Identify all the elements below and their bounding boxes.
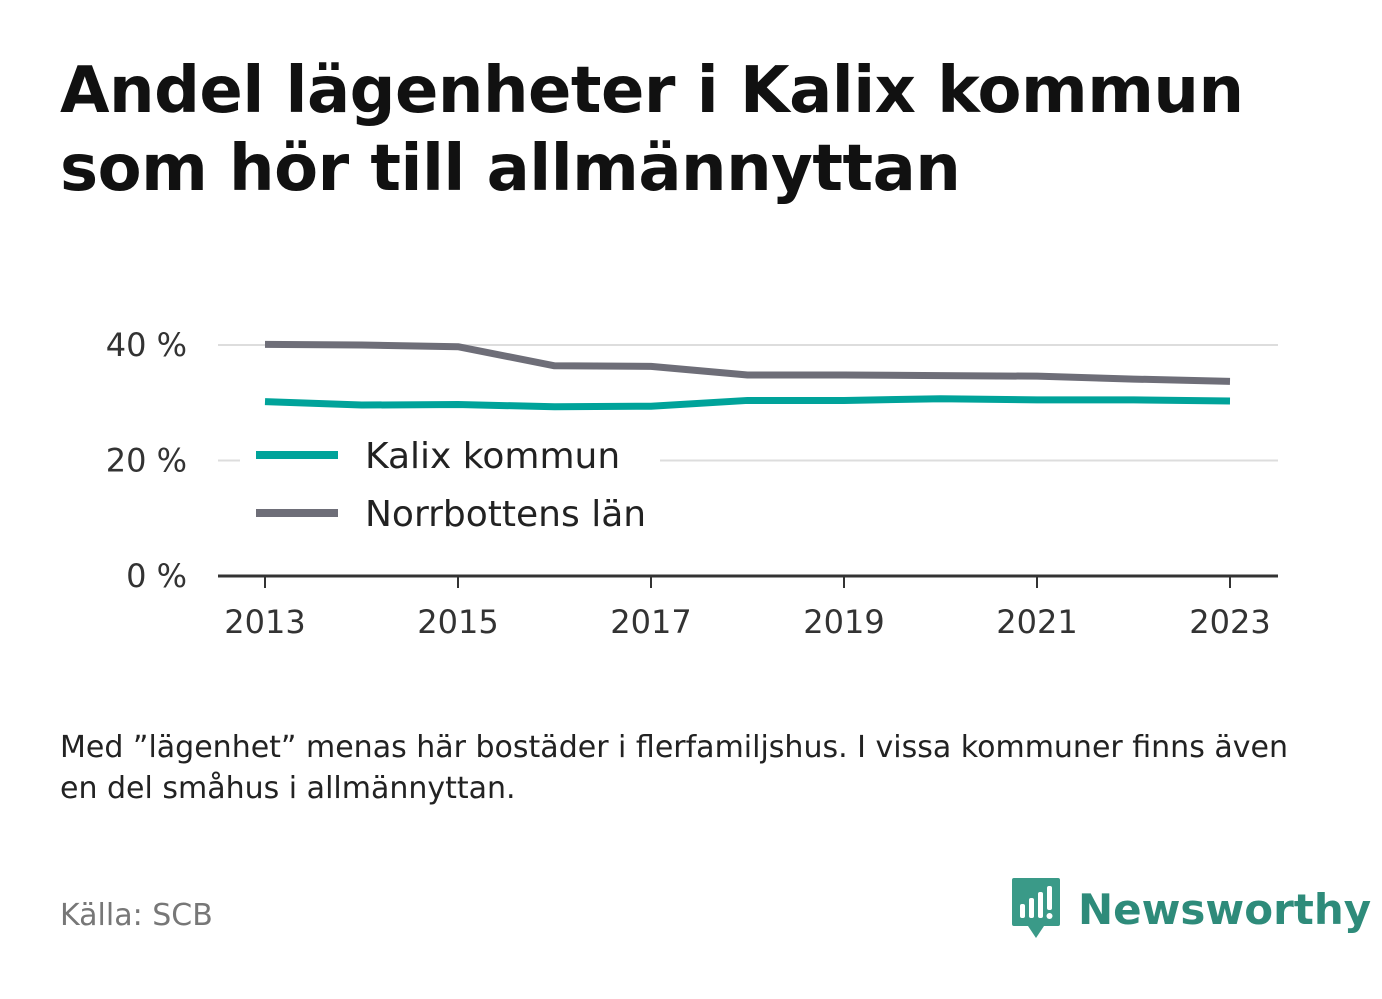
newsworthy-logo: Newsworthy bbox=[1010, 876, 1371, 942]
footnote: Med ”lägenhet” menas här bostäder i fler… bbox=[60, 730, 1288, 806]
series-line-kalix-kommun bbox=[264, 395, 1231, 411]
chart-title: Andel lägenheter i Kalix kommun som hör … bbox=[60, 54, 1244, 206]
x-tick-label: 2023 bbox=[1189, 603, 1270, 641]
legend-label: Norrbottens län bbox=[365, 494, 646, 535]
x-tick-label: 2013 bbox=[224, 603, 305, 641]
brand-name: Newsworthy bbox=[1078, 884, 1372, 934]
y-axis: 0 % 20 % 40 % bbox=[106, 326, 187, 595]
y-tick-label: 40 % bbox=[106, 326, 187, 364]
newsworthy-logo-icon bbox=[1012, 878, 1060, 938]
legend-background bbox=[240, 425, 660, 545]
series-line-norrbottens-län bbox=[264, 340, 1231, 385]
y-tick-label: 0 % bbox=[126, 557, 187, 595]
y-tick-label: 20 % bbox=[106, 442, 187, 480]
source-label: Källa: SCB bbox=[60, 898, 213, 933]
x-axis: 2013 2015 2017 2019 2021 2023 bbox=[218, 574, 1278, 641]
x-tick-label: 2021 bbox=[996, 603, 1077, 641]
legend-label: Kalix kommun bbox=[365, 436, 620, 477]
legend: Kalix kommun Norrbottens län bbox=[240, 425, 660, 545]
series-lines bbox=[264, 340, 1231, 411]
x-tick-label: 2015 bbox=[417, 603, 498, 641]
x-tick-label: 2017 bbox=[610, 603, 691, 641]
x-tick-label: 2019 bbox=[803, 603, 884, 641]
